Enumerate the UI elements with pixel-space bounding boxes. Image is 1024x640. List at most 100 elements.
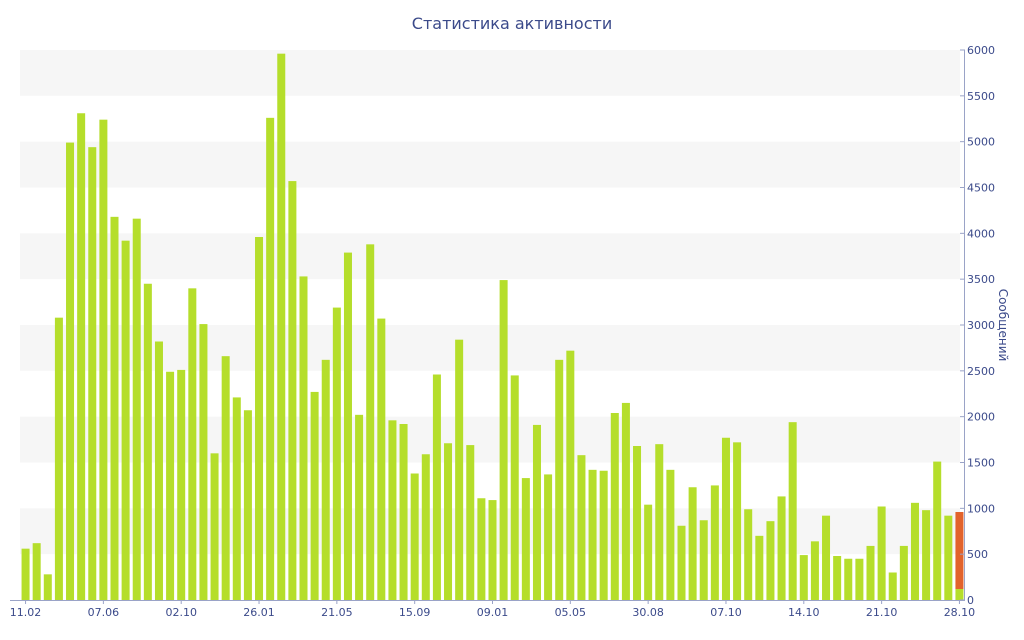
bar	[77, 113, 86, 600]
bar	[232, 397, 241, 600]
bar	[432, 374, 441, 600]
x-tick-label: 26.01	[243, 606, 275, 619]
y-tick-label: 5000	[967, 136, 995, 149]
y-tick-label: 4000	[967, 227, 995, 240]
bar	[844, 558, 853, 600]
bar	[177, 369, 186, 600]
y-tick-label: 3000	[967, 319, 995, 332]
y-axis-label: Сообщений	[996, 288, 1010, 362]
bar	[721, 437, 730, 600]
bar	[399, 424, 408, 600]
y-tick-label: 1000	[967, 502, 995, 515]
y-tick-label: 4500	[967, 182, 995, 195]
bar	[299, 276, 308, 600]
bar	[532, 424, 541, 600]
bar	[688, 487, 697, 600]
bar	[810, 541, 819, 600]
x-tick-label: 05.05	[555, 606, 587, 619]
bar	[99, 119, 108, 601]
bar	[477, 498, 486, 600]
bar	[877, 506, 886, 600]
bar	[21, 548, 30, 600]
bar	[599, 470, 608, 600]
bar	[588, 469, 597, 600]
bar	[910, 502, 919, 600]
y-tick-label: 2500	[967, 365, 995, 378]
bar	[88, 147, 97, 600]
bar	[922, 510, 931, 600]
bar	[210, 453, 219, 600]
bar	[899, 545, 908, 600]
bar	[154, 341, 163, 600]
bar	[755, 535, 764, 600]
x-tick-label: 28.10	[944, 606, 976, 619]
bar	[933, 461, 942, 600]
bar	[288, 181, 297, 601]
bar	[266, 117, 275, 600]
x-tick-label: 11.02	[10, 606, 42, 619]
bar	[243, 410, 252, 600]
bar	[655, 444, 664, 600]
bar	[166, 371, 175, 600]
bar	[410, 473, 419, 600]
y-tick-label: 2000	[967, 411, 995, 424]
x-tick-label: 21.10	[866, 606, 898, 619]
x-tick-label: 14.10	[788, 606, 820, 619]
grid-band	[20, 416, 960, 463]
bar	[822, 515, 831, 600]
bar	[833, 556, 842, 600]
bar	[455, 339, 464, 600]
bar	[43, 574, 52, 600]
bar	[444, 443, 453, 600]
bar	[421, 454, 430, 600]
grid-band	[20, 141, 960, 188]
bar	[577, 455, 586, 600]
bar	[221, 356, 230, 600]
bar	[199, 324, 208, 600]
bar	[744, 509, 753, 600]
bar	[788, 422, 797, 600]
bar	[633, 446, 642, 600]
bar	[521, 478, 530, 600]
bar	[277, 53, 286, 600]
bar	[310, 391, 319, 600]
bar	[733, 442, 742, 600]
bar	[855, 558, 864, 600]
bar	[132, 218, 141, 600]
x-tick-label: 07.06	[88, 606, 120, 619]
bar	[388, 420, 397, 600]
chart-title: Статистика активности	[411, 14, 613, 33]
bar	[255, 237, 264, 600]
bar	[555, 359, 564, 600]
bar	[566, 350, 575, 600]
bar	[466, 445, 475, 600]
y-tick-label: 0	[967, 594, 974, 607]
grid-band	[20, 325, 960, 371]
bar	[544, 474, 553, 600]
bar-highlight	[955, 512, 964, 589]
bar	[54, 317, 63, 600]
bar	[888, 572, 897, 600]
bar	[188, 288, 197, 600]
bar	[377, 318, 386, 600]
x-tick-label: 21.05	[321, 606, 353, 619]
bar	[366, 244, 375, 601]
bar	[499, 280, 508, 600]
x-tick-label: 30.08	[632, 606, 664, 619]
y-tick-label: 500	[967, 548, 988, 561]
bar	[644, 504, 653, 600]
bar	[777, 496, 786, 600]
bar	[110, 216, 119, 601]
grid-band	[20, 233, 960, 280]
bar	[799, 555, 808, 600]
bar	[332, 307, 341, 600]
x-tick-label: 07.10	[710, 606, 742, 619]
x-tick-label: 02.10	[165, 606, 197, 619]
x-tick-label: 09.01	[477, 606, 509, 619]
bar	[666, 469, 675, 600]
y-tick-label: 1500	[967, 457, 995, 470]
grid-band	[20, 50, 960, 96]
bar	[355, 414, 364, 600]
bar	[866, 545, 875, 600]
